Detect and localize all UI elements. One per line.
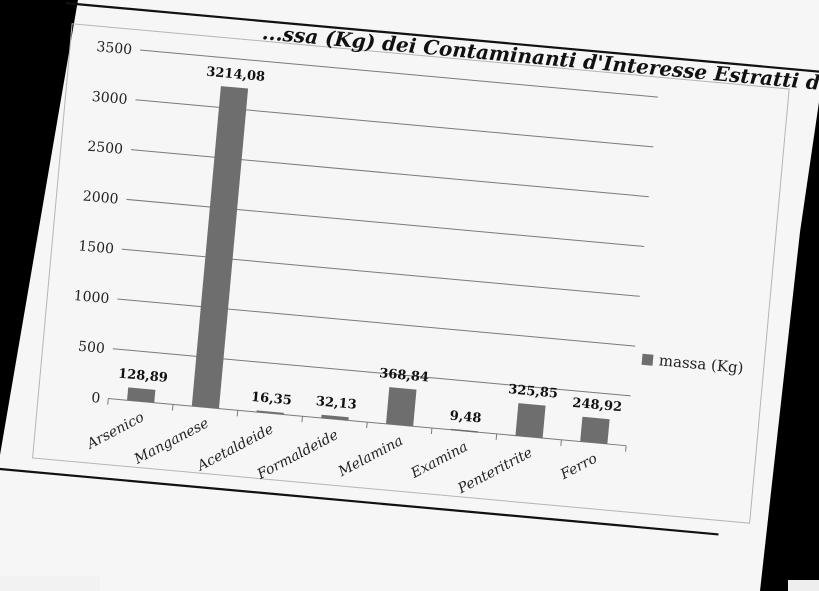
y-axis-ticks: 0 500 1000 1500 2000 2500 3000 3500 (73, 39, 133, 407)
legend-swatch (641, 353, 654, 366)
y-tick-label: 2000 (82, 188, 119, 207)
y-tick-label: 1500 (78, 238, 115, 257)
y-tick-label: 1000 (73, 288, 110, 307)
chart-border (32, 23, 790, 524)
bar (580, 416, 610, 444)
paper-scrap-left (0, 576, 100, 591)
bar (385, 387, 417, 427)
data-label: 9,48 (449, 409, 482, 427)
x-tick-mark (366, 422, 368, 429)
x-tick-mark (430, 427, 433, 435)
data-label: 32,13 (315, 394, 357, 413)
data-label: 3214,08 (206, 65, 266, 85)
x-tick-mark (560, 439, 562, 446)
x-tick-mark (171, 404, 174, 411)
y-tick-label: 2500 (87, 139, 124, 158)
data-label: 248,92 (572, 396, 623, 415)
value-labels: 128,89 3214,08 16,35 32,13 368,84 9,48 325,85 2… (117, 65, 623, 427)
y-tick-label: 3500 (96, 39, 133, 58)
bar (450, 428, 478, 433)
bars (107, 86, 627, 452)
bar (515, 403, 546, 439)
x-tick-mark (236, 410, 239, 417)
grid-line (139, 49, 658, 98)
y-tick-label: 0 (91, 390, 101, 407)
y-tick-label: 500 (77, 339, 105, 357)
y-tick-label: 3000 (91, 89, 128, 108)
x-tick-mark (495, 433, 498, 440)
bar (191, 86, 249, 409)
x-tick-mark (107, 398, 109, 405)
paper-scrap-right (788, 580, 819, 591)
data-label: 325,85 (508, 382, 559, 401)
data-label: 368,84 (379, 366, 430, 385)
data-label: 128,89 (117, 366, 168, 385)
bar (256, 410, 284, 415)
bar (321, 414, 349, 421)
x-tick-mark (301, 416, 303, 423)
x-tick-mark (625, 445, 627, 452)
chart-bottom-rule (0, 465, 719, 536)
data-label: 16,35 (250, 390, 292, 409)
title-top-rule (65, 1, 819, 75)
bar (127, 387, 156, 403)
